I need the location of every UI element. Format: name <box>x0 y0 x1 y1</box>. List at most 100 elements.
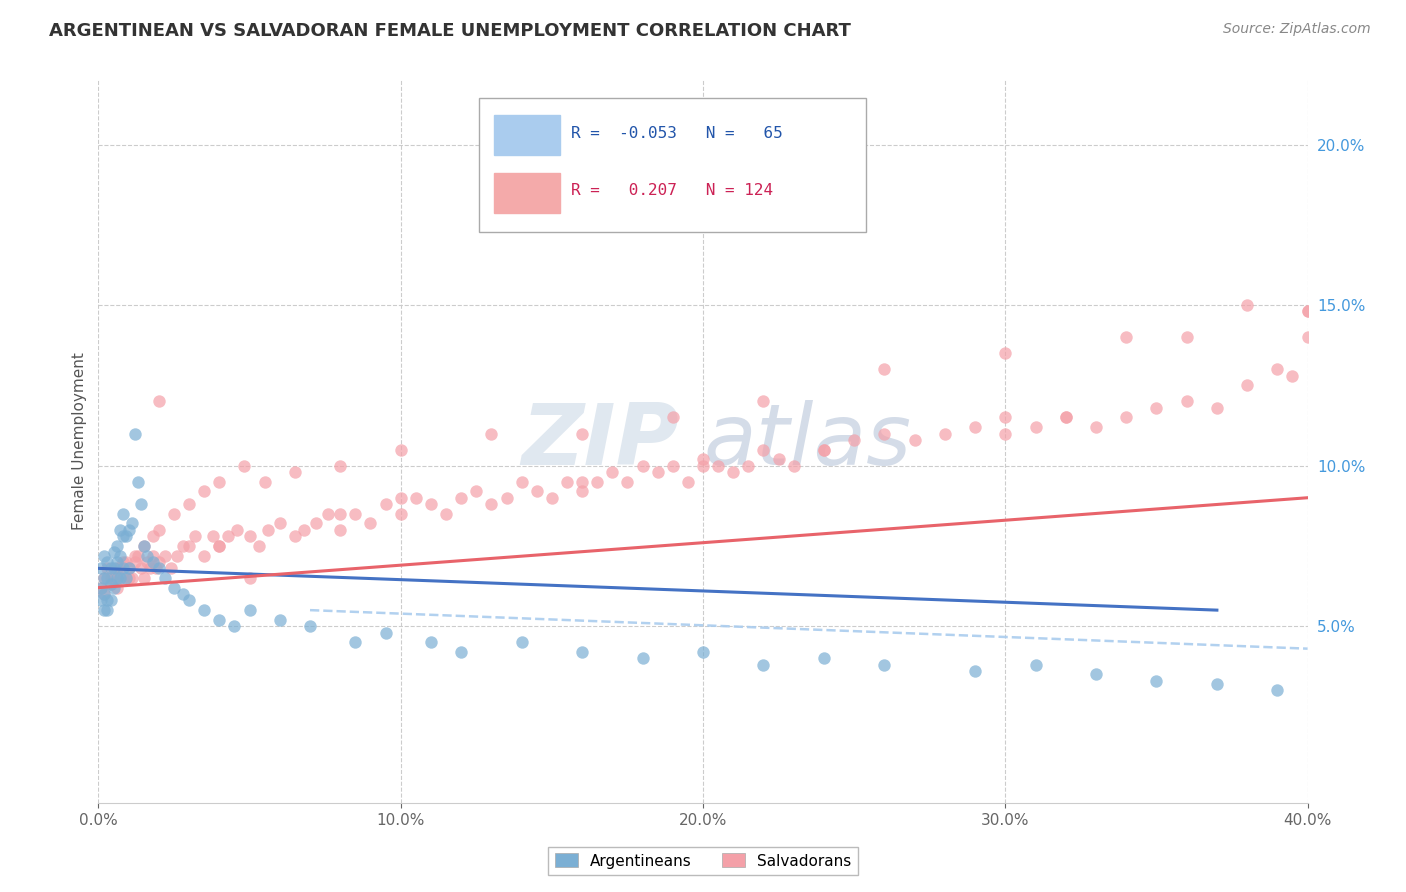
Point <box>1206 677 1229 691</box>
Point <box>118 523 141 537</box>
Point <box>90 593 112 607</box>
Point <box>202 529 225 543</box>
Point <box>602 465 624 479</box>
Point <box>1267 683 1289 698</box>
Point <box>1024 657 1046 672</box>
Point <box>768 452 790 467</box>
Point <box>965 664 987 678</box>
Point <box>118 571 141 585</box>
Point <box>96 555 118 569</box>
Point <box>103 561 125 575</box>
Text: ZIP: ZIP <box>522 400 679 483</box>
Text: atlas: atlas <box>703 400 911 483</box>
Point <box>1144 401 1167 415</box>
Point <box>96 571 118 585</box>
Point <box>114 555 136 569</box>
Point <box>153 571 176 585</box>
Point <box>148 394 170 409</box>
Point <box>93 549 115 563</box>
Point <box>105 555 128 569</box>
Point <box>1296 330 1319 344</box>
Point <box>299 619 322 633</box>
Point <box>994 346 1017 360</box>
Point <box>90 581 112 595</box>
Point <box>844 433 866 447</box>
Point <box>217 529 239 543</box>
Point <box>132 539 155 553</box>
Point <box>540 491 562 505</box>
Point <box>108 549 131 563</box>
Point <box>256 523 278 537</box>
Point <box>232 458 254 473</box>
Point <box>193 549 215 563</box>
Point <box>111 561 134 575</box>
Point <box>114 571 136 585</box>
Point <box>450 645 472 659</box>
Point <box>96 561 118 575</box>
Point <box>105 561 128 575</box>
Point <box>631 458 654 473</box>
Point <box>208 539 231 553</box>
Point <box>284 529 307 543</box>
Point <box>994 410 1017 425</box>
Point <box>90 561 112 575</box>
Point <box>148 555 170 569</box>
Point <box>239 603 262 617</box>
Point <box>873 426 896 441</box>
Point <box>526 484 548 499</box>
Point <box>172 539 194 553</box>
FancyBboxPatch shape <box>479 98 866 232</box>
Point <box>1175 330 1198 344</box>
Point <box>247 539 270 553</box>
Point <box>1054 410 1077 425</box>
Point <box>616 475 638 489</box>
Point <box>127 549 149 563</box>
Point <box>96 603 118 617</box>
Point <box>163 581 186 595</box>
Point <box>1085 420 1108 434</box>
Point <box>105 571 128 585</box>
Point <box>344 507 367 521</box>
Point <box>166 549 188 563</box>
Point <box>284 465 307 479</box>
Point <box>184 529 207 543</box>
Point <box>965 420 987 434</box>
Point <box>994 426 1017 441</box>
Point <box>105 581 128 595</box>
Point <box>374 497 396 511</box>
Point <box>105 539 128 553</box>
Point <box>253 475 276 489</box>
Point <box>571 645 593 659</box>
Point <box>813 442 835 457</box>
Point <box>121 516 143 531</box>
Point <box>405 491 427 505</box>
Point <box>111 571 134 585</box>
Point <box>1281 368 1303 383</box>
Point <box>124 555 146 569</box>
Point <box>661 458 683 473</box>
Point <box>783 458 806 473</box>
Point <box>737 458 759 473</box>
Y-axis label: Female Unemployment: Female Unemployment <box>72 352 87 531</box>
Point <box>208 475 231 489</box>
Point <box>103 545 125 559</box>
Point <box>873 657 896 672</box>
Point <box>193 484 215 499</box>
Point <box>571 426 593 441</box>
Point <box>676 475 699 489</box>
Point <box>752 657 775 672</box>
Point <box>934 426 956 441</box>
Text: Source: ZipAtlas.com: Source: ZipAtlas.com <box>1223 22 1371 37</box>
Point <box>90 581 112 595</box>
Point <box>305 516 328 531</box>
Point <box>481 426 503 441</box>
Point <box>103 571 125 585</box>
Point <box>239 529 262 543</box>
Point <box>103 581 125 595</box>
Point <box>132 571 155 585</box>
Point <box>389 491 412 505</box>
Point <box>208 613 231 627</box>
Point <box>118 561 141 575</box>
Point <box>692 645 714 659</box>
Point <box>873 362 896 376</box>
